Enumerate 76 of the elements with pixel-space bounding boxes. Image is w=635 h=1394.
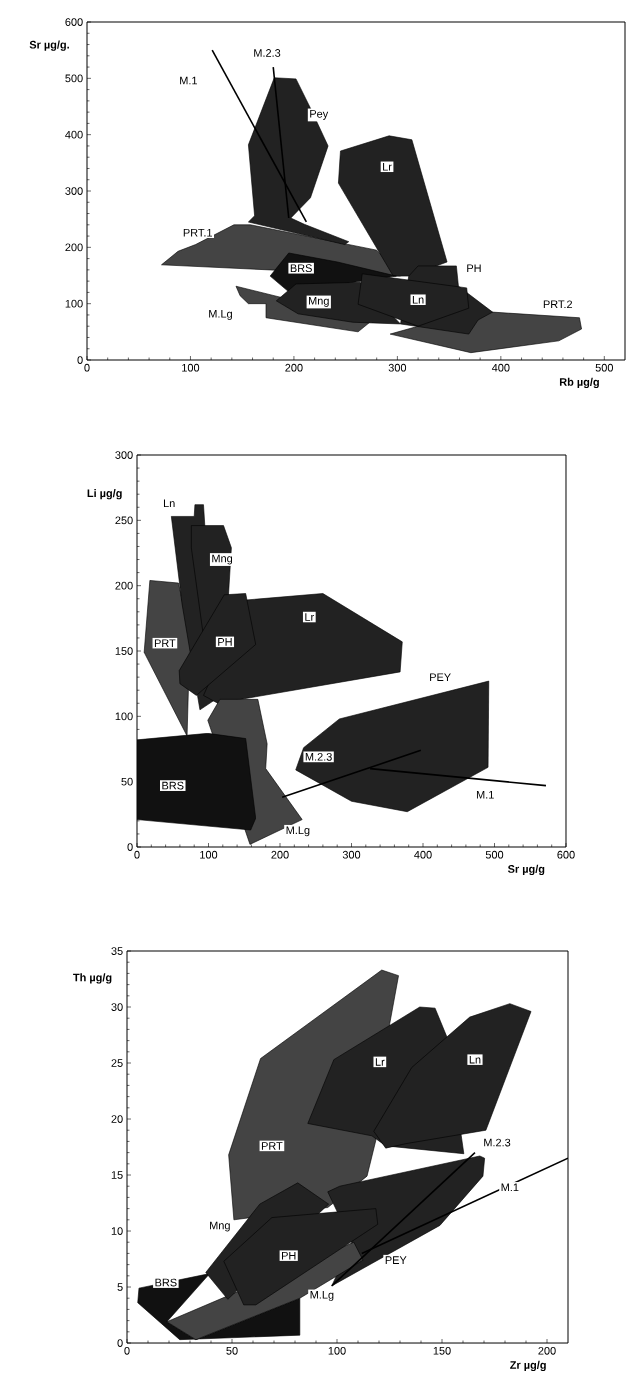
y-tick-label: 200 — [65, 243, 83, 252]
x-tick-label: 100 — [328, 1346, 346, 1355]
annotation: PH — [218, 638, 232, 646]
x-axis-title: Sr µg/g — [507, 864, 545, 876]
annotation: BRS — [155, 1278, 177, 1287]
annotation: PEY — [385, 1256, 407, 1264]
annotation: M.Lg — [209, 310, 232, 320]
annotation: Lr — [375, 1058, 385, 1066]
annotation: Mng — [210, 1221, 230, 1232]
y-tick-label: 25 — [111, 1059, 123, 1067]
annotation: M.1 — [501, 1183, 519, 1192]
y-tick-label: 10 — [111, 1227, 123, 1235]
y-tick-label: 600 — [65, 18, 83, 26]
annotation: Ln — [163, 499, 175, 508]
annotation: M.1 — [180, 76, 197, 85]
annotation: Lr — [383, 163, 392, 171]
annotation: PRT — [261, 1142, 283, 1150]
annotation: Lr — [305, 613, 314, 621]
annotation: M.2.3 — [484, 1138, 511, 1147]
y-tick-label: 0 — [127, 843, 133, 851]
annotation: Ln — [469, 1055, 481, 1064]
x-tick-label: 200 — [285, 363, 303, 372]
x-tick-label: 100 — [182, 363, 200, 372]
y-tick-label: 400 — [65, 130, 83, 139]
x-tick-label: 0 — [84, 363, 90, 372]
annotation: M.2.3 — [254, 49, 281, 57]
annotation: PRT.1 — [183, 228, 213, 237]
x-tick-label: 200 — [538, 1346, 556, 1355]
y-tick-label: 150 — [115, 647, 133, 655]
x-tick-label: 100 — [200, 850, 218, 859]
annotation: PRT.2 — [543, 300, 573, 309]
y-tick-label: 300 — [65, 187, 83, 195]
x-tick-label: 50 — [226, 1346, 238, 1355]
x-tick-label: 500 — [485, 850, 504, 859]
x-tick-label: 600 — [557, 850, 575, 859]
annotation: Mng — [309, 297, 329, 307]
x-tick-label: 500 — [595, 363, 614, 372]
annotation: BRS — [162, 781, 184, 790]
x-axis-title: Zr µg/g — [510, 1360, 546, 1372]
annotation: M.1 — [476, 790, 494, 799]
y-axis-title: Sr µg/g. — [29, 40, 69, 51]
y-tick-label: 5 — [117, 1283, 123, 1291]
annotation: Mng — [212, 554, 233, 565]
annotation: M.Lg — [286, 826, 310, 837]
x-tick-label: 200 — [271, 850, 289, 859]
x-tick-label: 400 — [491, 363, 510, 372]
annotation: M.2.3 — [305, 752, 332, 761]
y-tick-label: 50 — [121, 777, 133, 786]
x-tick-label: 150 — [433, 1346, 451, 1355]
x-tick-label: 300 — [342, 850, 361, 859]
y-tick-label: 300 — [115, 451, 133, 459]
x-axis-title: Rb µg/g — [559, 377, 599, 389]
y-tick-label: 20 — [111, 1115, 123, 1123]
y-axis-title: Th µg/g — [73, 973, 112, 984]
x-tick-label: 400 — [414, 850, 432, 859]
annotation: Pey — [310, 110, 329, 120]
y-tick-label: 0 — [77, 356, 83, 364]
y-axis-title: Li µg/g — [87, 489, 122, 500]
y-tick-label: 15 — [111, 1171, 123, 1179]
annotation: PRT — [154, 639, 176, 647]
y-tick-label: 500 — [65, 74, 83, 83]
annotation: M.Lg — [310, 1291, 334, 1301]
annotation: BRS — [290, 264, 312, 273]
y-tick-label: 0 — [117, 1339, 123, 1347]
annotation: PEY — [430, 673, 451, 681]
y-tick-label: 250 — [115, 516, 133, 525]
y-tick-label: 100 — [115, 712, 133, 721]
y-tick-label: 35 — [111, 947, 123, 955]
annotation: PH — [467, 264, 481, 272]
y-tick-label: 100 — [65, 299, 83, 308]
x-tick-label: 300 — [388, 363, 407, 372]
y-tick-label: 200 — [115, 581, 133, 590]
annotation: PH — [282, 1251, 296, 1260]
y-tick-label: 30 — [111, 1003, 123, 1011]
x-tick-label: 0 — [134, 850, 140, 859]
annotation: Ln — [412, 295, 424, 304]
